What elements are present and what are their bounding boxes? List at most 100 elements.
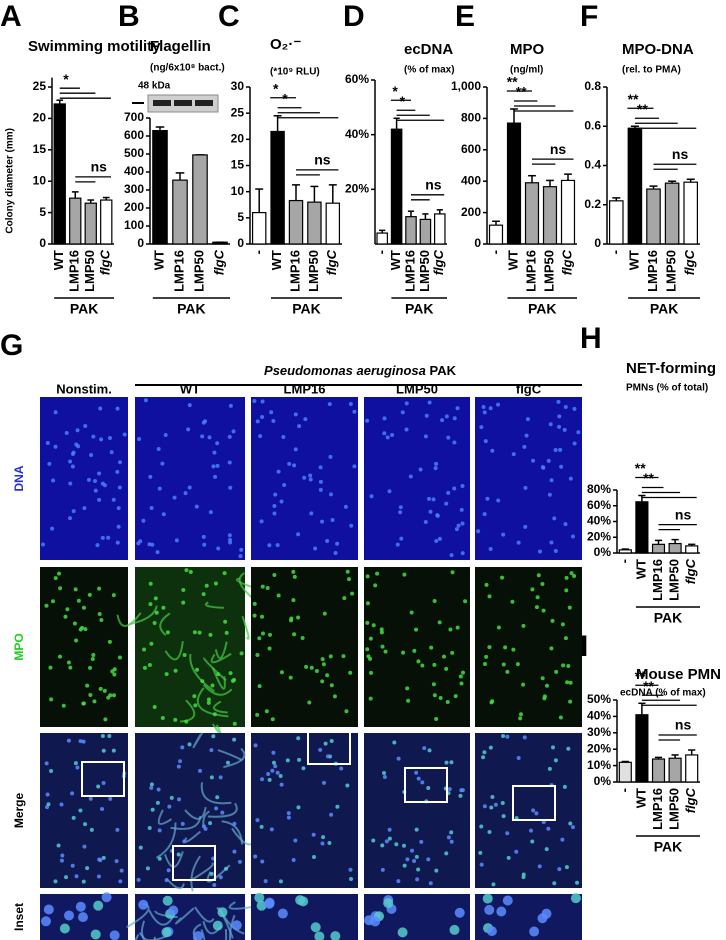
cell	[220, 810, 225, 815]
cell	[161, 605, 166, 610]
cell	[59, 923, 70, 934]
cell	[432, 693, 437, 698]
cell	[488, 406, 493, 411]
chart: E MPO (ng/ml) 0 200 400 600 800 1,000 - WT LMP16 LMP…	[451, 0, 577, 317]
cell	[172, 495, 177, 500]
y-tick-label: 40%	[345, 127, 369, 141]
cell	[88, 693, 93, 698]
sig-label: ns	[314, 152, 331, 168]
cell	[215, 463, 220, 468]
y-tick-label: 30%	[587, 725, 611, 739]
net-fiber	[229, 914, 236, 940]
micrograph	[40, 397, 128, 560]
cell	[119, 868, 124, 873]
bar	[53, 103, 66, 245]
cell	[289, 618, 294, 623]
cell	[203, 419, 208, 424]
cell	[380, 644, 385, 649]
cell	[263, 879, 268, 884]
cell	[408, 474, 413, 479]
cell	[560, 837, 565, 842]
cell	[540, 676, 545, 681]
row-label: Merge	[12, 793, 26, 829]
chart-title: O₂·⁻	[270, 36, 301, 53]
sig-label: ns	[672, 146, 689, 162]
cell	[145, 866, 150, 871]
cell	[90, 657, 95, 662]
bar	[560, 179, 576, 245]
cell	[228, 540, 233, 545]
cell	[453, 694, 458, 699]
cell	[255, 818, 260, 823]
cell	[101, 781, 106, 786]
image-header: Pseudomonas aeruginosa PAK	[264, 363, 457, 378]
cell	[81, 739, 86, 744]
y-tick-label: 0.4	[584, 158, 601, 172]
cell	[343, 504, 348, 509]
cell	[329, 812, 334, 817]
cell	[449, 839, 454, 844]
micrograph	[135, 567, 245, 727]
cell	[160, 461, 165, 466]
cell	[528, 828, 533, 833]
cell	[352, 464, 357, 469]
row-label: Inset	[12, 903, 26, 931]
cell	[149, 641, 154, 646]
cell	[228, 485, 233, 490]
chart-title: Mouse PMN	[636, 666, 721, 683]
y-tick-label: 20%	[587, 741, 611, 755]
cell	[496, 498, 501, 503]
cell	[511, 452, 516, 457]
panel-letter: E	[455, 0, 475, 33]
y-tick-label: 0.6	[584, 118, 601, 132]
y-tick-label: 25	[231, 105, 245, 119]
cell	[537, 549, 542, 554]
cell	[279, 499, 284, 504]
panel-letter: B	[118, 0, 140, 33]
cell	[109, 930, 120, 940]
cell	[97, 611, 102, 616]
micrograph	[40, 733, 128, 888]
cell	[327, 841, 332, 846]
cell	[412, 648, 417, 653]
cell	[147, 662, 152, 667]
cell	[414, 627, 419, 632]
cell	[265, 586, 270, 591]
cell	[519, 712, 524, 717]
cell	[335, 804, 340, 809]
cell	[553, 549, 558, 554]
sig-label: *	[273, 80, 279, 96]
cell	[329, 738, 334, 743]
cell	[93, 900, 104, 911]
cell	[59, 802, 64, 807]
cell	[505, 734, 510, 739]
cell	[437, 536, 442, 541]
cell	[115, 469, 120, 474]
bar	[192, 154, 208, 245]
panel-letter: C	[218, 0, 240, 33]
net-fiber	[155, 822, 177, 859]
net-fiber	[140, 920, 170, 940]
cell	[103, 717, 108, 722]
cell	[399, 536, 404, 541]
cell	[564, 865, 569, 870]
cell	[503, 645, 508, 650]
cell	[311, 855, 316, 860]
x-tick-label: -	[617, 788, 632, 792]
x-tick-label: WT	[151, 250, 166, 270]
cell	[482, 750, 487, 755]
cell	[266, 772, 271, 777]
cell	[572, 406, 577, 411]
cell	[568, 680, 573, 685]
cell	[143, 398, 148, 403]
cell	[101, 892, 112, 903]
cell	[392, 740, 397, 745]
cell	[521, 682, 526, 687]
bar	[618, 761, 632, 783]
cell	[302, 475, 307, 480]
cell	[414, 854, 419, 859]
cell	[275, 543, 280, 548]
cell	[434, 717, 439, 722]
cell	[496, 402, 501, 407]
